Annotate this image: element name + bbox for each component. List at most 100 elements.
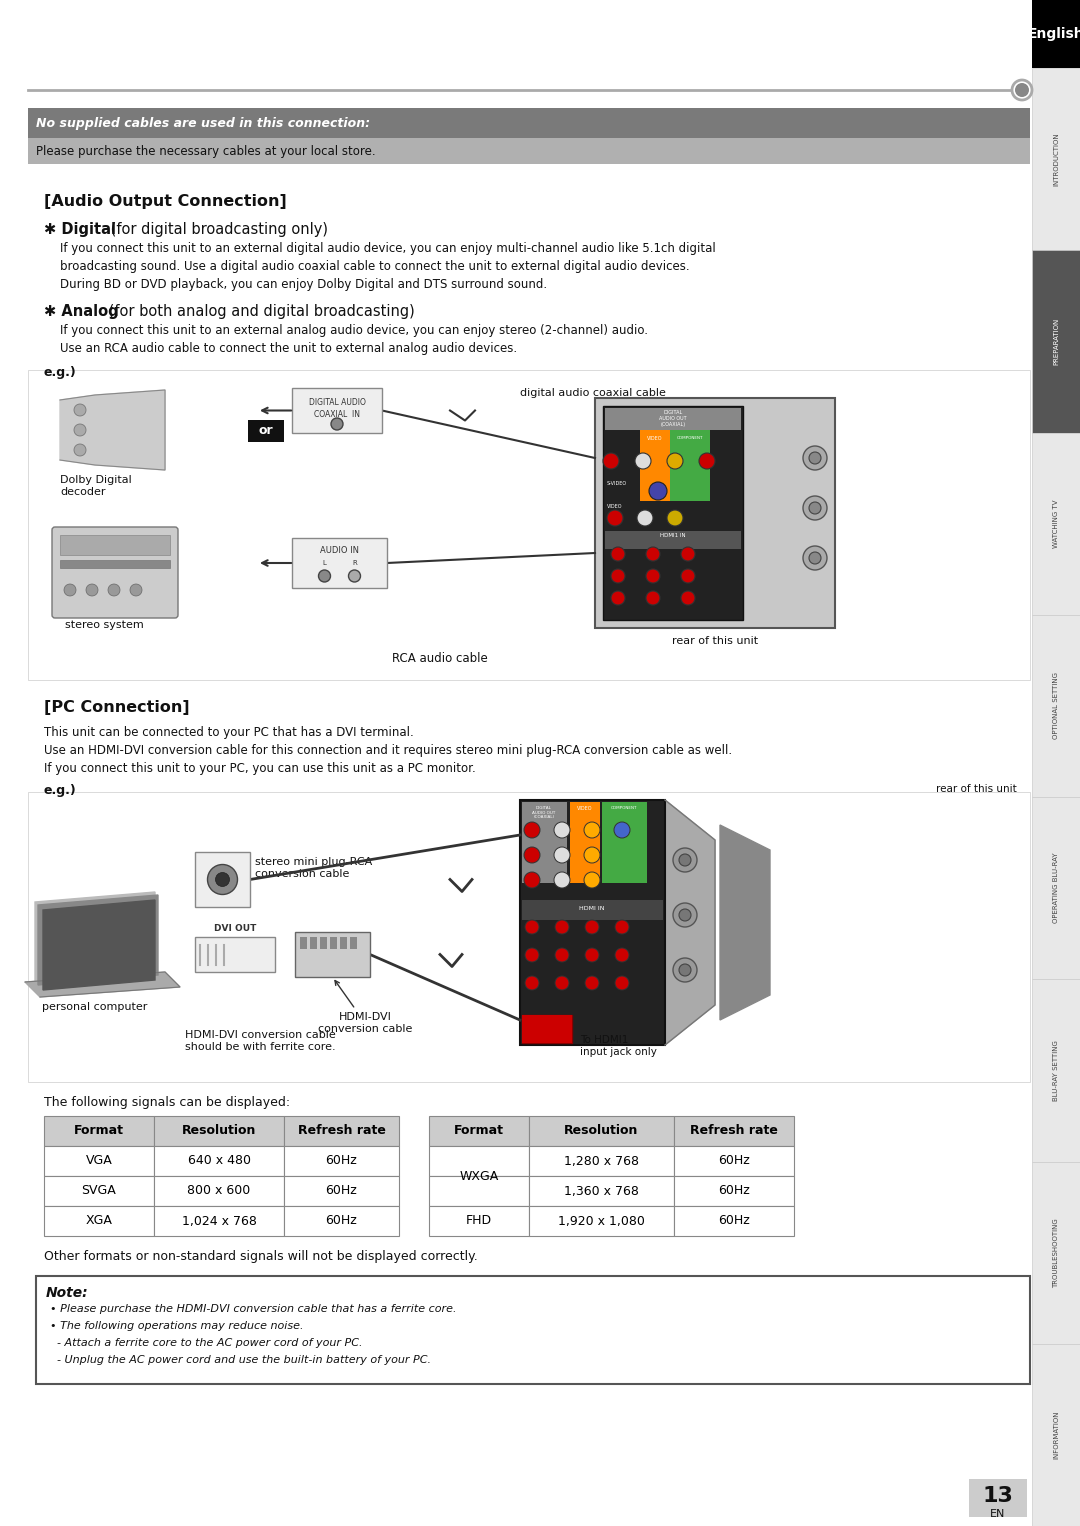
Text: 1,920 x 1,080: 1,920 x 1,080 <box>558 1215 645 1227</box>
Bar <box>28 137 1030 163</box>
Circle shape <box>637 510 653 526</box>
Text: COMPONENT: COMPONENT <box>611 806 637 810</box>
Circle shape <box>555 977 569 990</box>
Circle shape <box>809 502 821 514</box>
Bar <box>44 1177 154 1206</box>
Circle shape <box>216 873 229 887</box>
Bar <box>519 800 665 1045</box>
Text: digital audio coaxial cable: digital audio coaxial cable <box>519 388 666 398</box>
Circle shape <box>603 453 619 468</box>
Circle shape <box>673 958 697 983</box>
Text: If you connect this unit to an external analog audio device, you can enjoy stere: If you connect this unit to an external … <box>60 324 648 337</box>
Text: DIGITAL
AUDIO OUT
(COAXIAL): DIGITAL AUDIO OUT (COAXIAL) <box>532 806 556 819</box>
Circle shape <box>681 591 696 604</box>
Bar <box>60 560 170 568</box>
Bar <box>595 398 835 629</box>
Bar <box>603 406 743 620</box>
Text: stereo system: stereo system <box>65 620 144 630</box>
Circle shape <box>349 571 361 581</box>
Bar <box>44 1116 154 1146</box>
Circle shape <box>646 569 660 583</box>
Bar <box>429 1116 529 1146</box>
Bar <box>605 531 741 549</box>
Bar <box>284 1116 399 1146</box>
Text: INTRODUCTION: INTRODUCTION <box>1053 133 1059 186</box>
Circle shape <box>555 920 569 934</box>
Circle shape <box>607 510 623 526</box>
Text: INFORMATION: INFORMATION <box>1053 1410 1059 1459</box>
Circle shape <box>554 823 570 838</box>
Circle shape <box>525 977 539 990</box>
Circle shape <box>679 855 691 865</box>
Circle shape <box>64 584 76 597</box>
Text: 13: 13 <box>983 1486 1013 1506</box>
Bar <box>154 1177 284 1206</box>
Text: Dolby Digital
decoder: Dolby Digital decoder <box>60 475 132 496</box>
Circle shape <box>679 964 691 977</box>
Circle shape <box>635 453 651 468</box>
Text: Use an HDMI-DVI conversion cable for this connection and it requires stereo mini: Use an HDMI-DVI conversion cable for thi… <box>44 745 732 757</box>
Bar <box>674 1206 794 1236</box>
Bar <box>1032 69 1080 250</box>
Circle shape <box>330 418 343 430</box>
Text: Format: Format <box>75 1125 124 1137</box>
Text: R: R <box>352 560 356 566</box>
Bar <box>529 1177 674 1206</box>
Circle shape <box>681 569 696 583</box>
Bar <box>28 108 1030 137</box>
Text: 60Hz: 60Hz <box>326 1184 357 1198</box>
Bar <box>1032 797 1080 980</box>
Circle shape <box>804 446 827 470</box>
Text: 60Hz: 60Hz <box>718 1184 750 1198</box>
Bar <box>295 932 370 977</box>
Bar <box>429 1206 529 1236</box>
Polygon shape <box>25 972 180 996</box>
Bar <box>1032 1161 1080 1344</box>
Text: 800 x 600: 800 x 600 <box>187 1184 251 1198</box>
Text: [PC Connection]: [PC Connection] <box>44 700 190 716</box>
Bar <box>529 1206 674 1236</box>
Circle shape <box>525 920 539 934</box>
Circle shape <box>524 871 540 888</box>
Text: DIGITAL: DIGITAL <box>663 410 683 415</box>
Text: or: or <box>259 424 273 438</box>
Text: TROUBLESHOOTING: TROUBLESHOOTING <box>1053 1218 1059 1288</box>
Text: 60Hz: 60Hz <box>326 1215 357 1227</box>
Text: OPTIONAL SETTING: OPTIONAL SETTING <box>1053 673 1059 740</box>
Text: MULTI IN: MULTI IN <box>537 1030 557 1036</box>
Text: 60Hz: 60Hz <box>718 1155 750 1167</box>
Bar <box>529 1146 674 1177</box>
Polygon shape <box>60 391 165 470</box>
Text: personal computer: personal computer <box>42 1003 148 1012</box>
Text: During BD or DVD playback, you can enjoy Dolby Digital and DTS surround sound.: During BD or DVD playback, you can enjoy… <box>60 278 548 291</box>
Text: ✱ Digital: ✱ Digital <box>44 221 116 237</box>
Bar <box>969 1479 1027 1517</box>
Circle shape <box>673 848 697 871</box>
Text: (for both analog and digital broadcasting): (for both analog and digital broadcastin… <box>104 304 415 319</box>
Circle shape <box>75 404 86 417</box>
Text: DIGITAL AUDIO: DIGITAL AUDIO <box>309 398 365 407</box>
Text: VIDEO: VIDEO <box>607 504 622 510</box>
Text: HDMI-DVI
conversion cable: HDMI-DVI conversion cable <box>318 981 413 1033</box>
Circle shape <box>615 823 630 838</box>
Bar <box>522 1015 572 1042</box>
Circle shape <box>809 552 821 565</box>
Text: PREPARATION: PREPARATION <box>1053 317 1059 365</box>
Bar <box>529 1116 674 1146</box>
Circle shape <box>86 584 98 597</box>
Text: If you connect this unit to an external digital audio device, you can enjoy mult: If you connect this unit to an external … <box>60 243 716 255</box>
Circle shape <box>524 823 540 838</box>
Text: COAXIAL  IN: COAXIAL IN <box>314 410 360 420</box>
Circle shape <box>525 948 539 961</box>
Text: Refresh rate: Refresh rate <box>690 1125 778 1137</box>
Bar <box>60 536 170 555</box>
Text: RCA audio cable: RCA audio cable <box>392 652 488 665</box>
Circle shape <box>615 920 629 934</box>
Bar <box>522 803 567 884</box>
Text: - Attach a ferrite core to the AC power cord of your PC.: - Attach a ferrite core to the AC power … <box>50 1338 363 1347</box>
Bar <box>154 1146 284 1177</box>
Text: (COAXIAL): (COAXIAL) <box>661 423 686 427</box>
Text: rear of this unit: rear of this unit <box>936 784 1017 794</box>
Bar <box>1032 0 1080 69</box>
Text: • Please purchase the HDMI-DVI conversion cable that has a ferrite core.: • Please purchase the HDMI-DVI conversio… <box>50 1305 457 1314</box>
